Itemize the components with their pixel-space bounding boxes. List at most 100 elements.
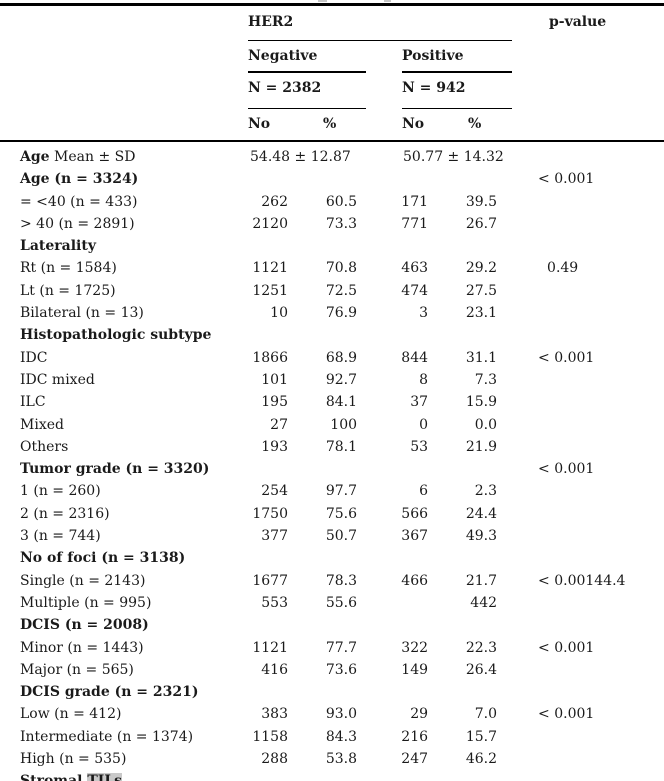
positive-no-cell (358, 547, 428, 569)
negative-pct-header: % (323, 116, 337, 132)
negative-pct-cell (290, 681, 358, 703)
negative-pct-cell: 70.8 (325, 260, 358, 277)
negative-no-cell: 27 (270, 416, 288, 433)
negative-no-cell: 1866 (252, 349, 288, 366)
negative-no-cell (248, 614, 290, 636)
negative-pct-cell: 72.5 (325, 282, 358, 299)
positive-no-cell (358, 324, 428, 346)
p-value-cell (498, 547, 664, 569)
positive-no-cell (358, 458, 428, 480)
negative-no-cell (248, 324, 290, 346)
positive-no-cell: 367 (401, 528, 429, 545)
negative-pct-cell (290, 168, 358, 190)
negative-no-cell: 1121 (252, 260, 288, 277)
negative-no-cell: 377 (261, 528, 288, 545)
table-row: No of foci (n = 3138) (0, 547, 664, 569)
positive-rule (402, 71, 512, 73)
negative-no-cell: 1121 (252, 639, 288, 656)
positive-pct-cell (428, 770, 498, 781)
p-value-cell (498, 280, 664, 302)
table-row: Lt (n = 1725) 1251 72.5 474 27.5 (0, 280, 664, 302)
p-value-cell (498, 436, 664, 458)
negative-no-cell: 1750 (252, 505, 288, 522)
row-label: High (n = 535) (20, 751, 127, 768)
positive-pct-cell: 2.3 (474, 483, 498, 500)
table-row: Rt (n = 1584) 1121 70.8 463 29.2 0.49 (0, 257, 664, 279)
table-row: Multiple (n = 995) 553 55.6 442 (0, 592, 664, 614)
positive-no-cell (358, 168, 428, 190)
positive-pct-cell: 7.0 (474, 706, 498, 723)
row-label: Lt (n = 1725) (20, 282, 116, 299)
p-value-cell: 0.49 (547, 260, 579, 277)
positive-no-cell: 3 (419, 305, 429, 322)
negative-no-cell: 416 (261, 661, 288, 678)
positive-no-cell: 474 (401, 282, 429, 299)
p-value-cell (498, 592, 664, 614)
table-row: IDC 1866 68.9 844 31.1 < 0.001 (0, 347, 664, 369)
positive-no-cell (358, 770, 428, 781)
caption-remnant (318, 0, 327, 2)
negative-pct-cell: 50.7 (325, 528, 358, 545)
positive-no-cell: 6 (419, 483, 429, 500)
negative-pct-cell: 100 (330, 416, 358, 433)
negative-no-cell (248, 235, 290, 257)
row-label: IDC (20, 349, 48, 366)
row-label: Single (n = 2143) (20, 572, 146, 589)
table-row: 1 (n = 260) 254 97.7 6 2.3 (0, 480, 664, 502)
positive-n-count: N = 942 (402, 80, 466, 96)
positive-pct-cell: 29.2 (465, 260, 498, 277)
negative-pct-cell: 68.9 (325, 349, 358, 366)
positive-pct-cell: 31.1 (465, 349, 498, 366)
positive-pct-cell (428, 547, 498, 569)
table-row: Age (n = 3324) < 0.001 (0, 168, 664, 190)
negative-no-cell (248, 458, 290, 480)
section-label: Laterality (20, 238, 96, 255)
negative-pct-cell: 73.6 (325, 661, 358, 678)
p-value-cell (498, 614, 664, 636)
positive-pct-cell (428, 458, 498, 480)
row-label: Minor (n = 1443) (20, 639, 144, 656)
row-label: Major (n = 565) (20, 661, 134, 678)
positive-no-cell: 566 (401, 505, 429, 522)
row-label: 2 (n = 2316) (20, 505, 110, 522)
p-value-cell (498, 391, 664, 413)
positive-pct-cell: 39.5 (465, 193, 498, 210)
p-value-cell: < 0.001 (538, 461, 595, 478)
negative-pct-cell (290, 770, 358, 781)
negative-no-cell: 383 (261, 706, 288, 723)
negative-no-cell (248, 168, 290, 190)
positive-pct-cell: 15.7 (465, 728, 498, 745)
positive-no-cell: 29 (410, 706, 429, 723)
table-row: 3 (n = 744) 377 50.7 367 49.3 (0, 525, 664, 547)
her2-group-rule (248, 39, 512, 42)
positive-no-cell: 8 (419, 371, 429, 388)
table-row: DCIS grade (n = 2321) (0, 681, 664, 703)
table-row: ILC 195 84.1 37 15.9 (0, 391, 664, 413)
p-value-cell: < 0.001 (538, 171, 595, 188)
table-row: Histopathologic subtype (0, 324, 664, 346)
header-bottom-rule (0, 139, 664, 143)
negative-no-cell: 2120 (252, 215, 288, 232)
negative-pct-cell: 97.7 (325, 483, 358, 500)
column-group-her2: HER2 (248, 14, 294, 30)
positive-pct-cell: 22.3 (465, 639, 498, 656)
p-value-cell (498, 191, 664, 213)
section-label: Age (n = 3324) (20, 171, 139, 188)
positive-pct-cell: 15.9 (465, 394, 498, 411)
negative-pct-cell (290, 324, 358, 346)
negative-pct-cell: 78.1 (325, 438, 358, 455)
table-row: DCIS (n = 2008) (0, 614, 664, 636)
p-value-cell (498, 748, 664, 770)
positive-pct-cell (428, 324, 498, 346)
positive-n-rule (402, 107, 512, 110)
negative-no-cell: 1677 (252, 572, 288, 589)
column-header-negative: Negative (248, 48, 318, 64)
positive-no-cell: 53 (410, 438, 429, 455)
p-value-cell (498, 480, 664, 502)
positive-no-cell: 171 (401, 193, 429, 210)
negative-pct-cell: 73.3 (325, 215, 358, 232)
negative-pct-cell: 78.3 (325, 572, 358, 589)
negative-no-cell: 553 (261, 594, 288, 611)
p-value-cell (498, 235, 664, 257)
positive-pct-cell (428, 235, 498, 257)
